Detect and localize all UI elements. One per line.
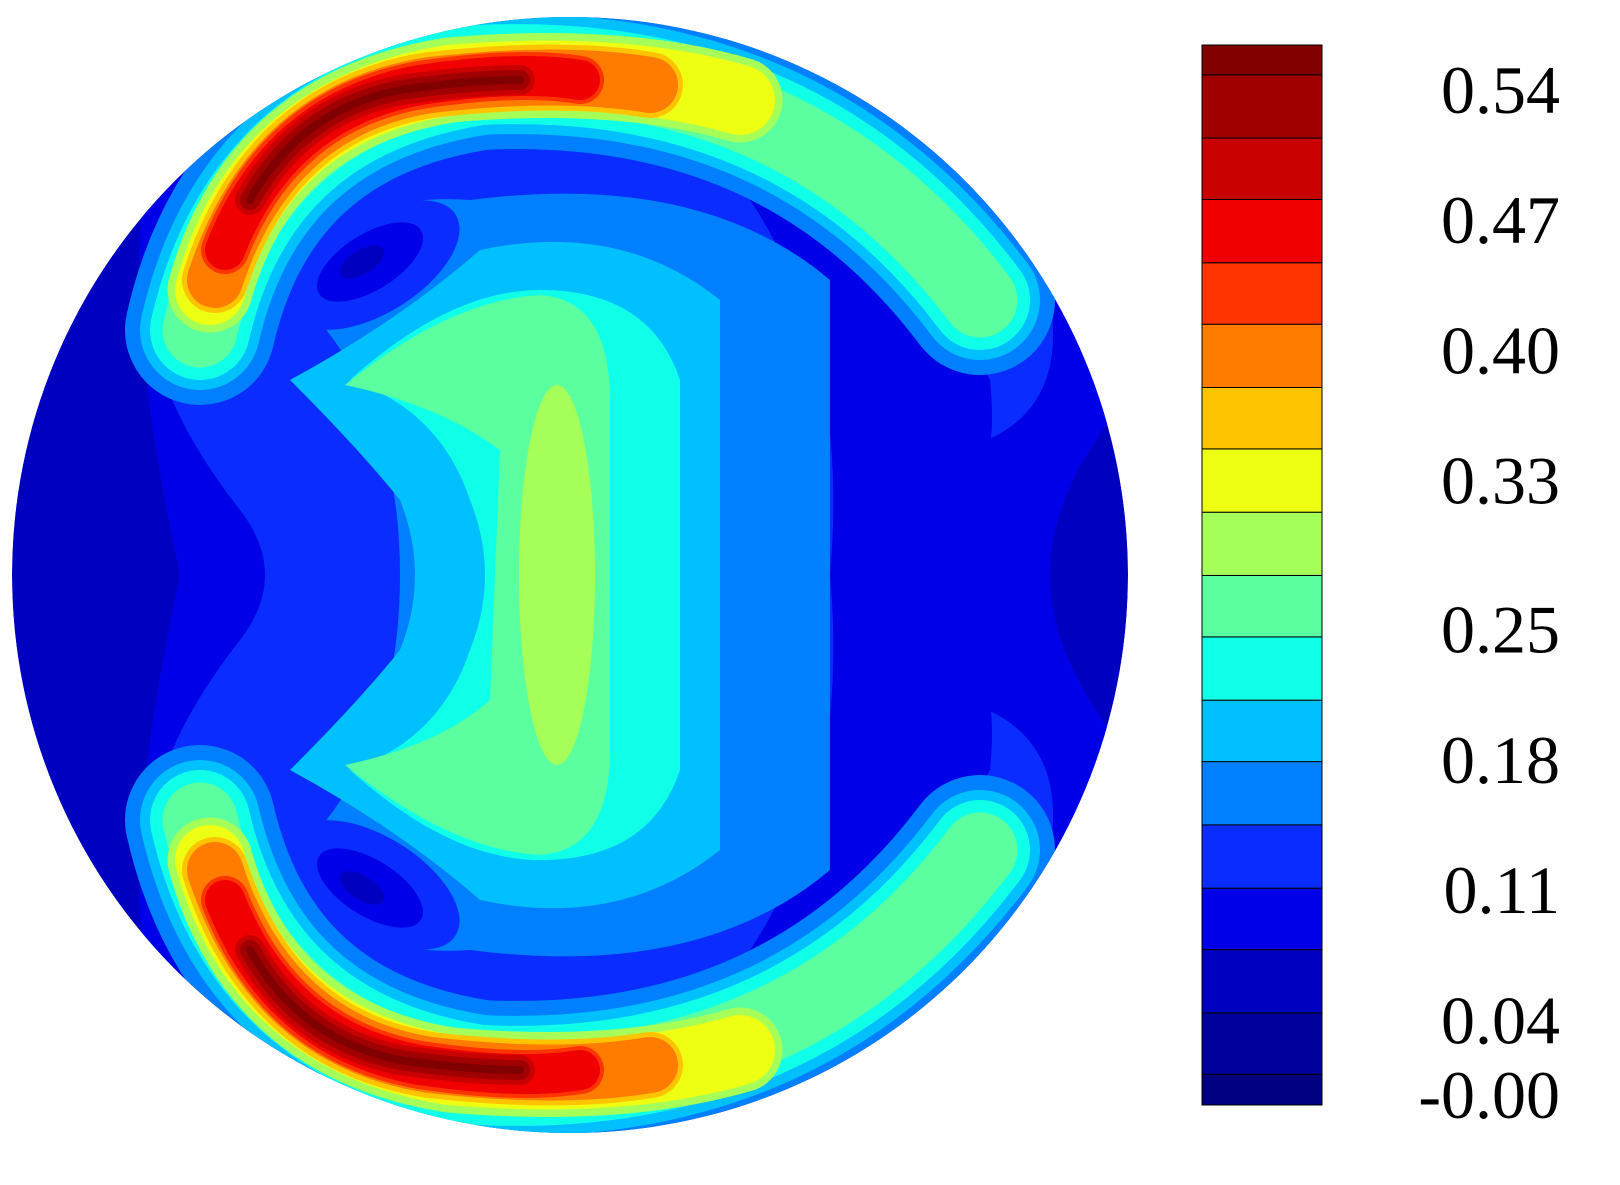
contour-region <box>750 200 992 950</box>
colorbar-band <box>1201 761 1323 826</box>
colorbar-band <box>1201 386 1323 450</box>
tick-label: 0.25 <box>1441 592 1560 668</box>
contour-region <box>246 946 524 1074</box>
colorbar-band <box>1201 511 1323 576</box>
arms <box>125 17 1055 1133</box>
colorbar-band <box>1201 44 1323 76</box>
colorbar-band <box>1201 198 1323 264</box>
arm <box>125 17 1055 405</box>
contour-field <box>12 17 1128 1133</box>
colorbar-band <box>1201 137 1323 200</box>
colorbar-band <box>1201 636 1323 701</box>
tick-label: 0.33 <box>1441 443 1560 519</box>
contour-region <box>339 245 385 279</box>
colorbar-band <box>1201 323 1323 388</box>
contour-region <box>339 871 385 905</box>
colorbar-band <box>1201 262 1323 325</box>
tick-label: 0.04 <box>1441 983 1560 1059</box>
contour-region <box>246 76 524 204</box>
tick-label: 0.54 <box>1441 52 1560 128</box>
tick-label: 0.40 <box>1441 312 1560 388</box>
colorbar: -0.000.04 0.11 0.18 0.25 0.33 0.40 0.47 0.54 <box>1201 44 1560 1133</box>
tick-label: 0.47 <box>1441 182 1560 258</box>
colorbar-band <box>1201 1073 1323 1106</box>
colorbar-band <box>1201 699 1323 763</box>
arm <box>125 745 1055 1133</box>
colorbar-band <box>1201 949 1323 1014</box>
tick-label: 0.18 <box>1441 722 1560 798</box>
colorbar-band <box>1201 1012 1323 1075</box>
tick-label: -0.00 <box>1418 1057 1560 1133</box>
contour-region <box>519 385 595 765</box>
colorbar-band <box>1201 574 1323 638</box>
colorbar-band <box>1201 74 1323 139</box>
colorbar-band <box>1201 448 1323 513</box>
colorbar-band <box>1201 887 1323 951</box>
tick-label: 0.11 <box>1444 852 1560 928</box>
colorbar-band <box>1201 824 1323 889</box>
